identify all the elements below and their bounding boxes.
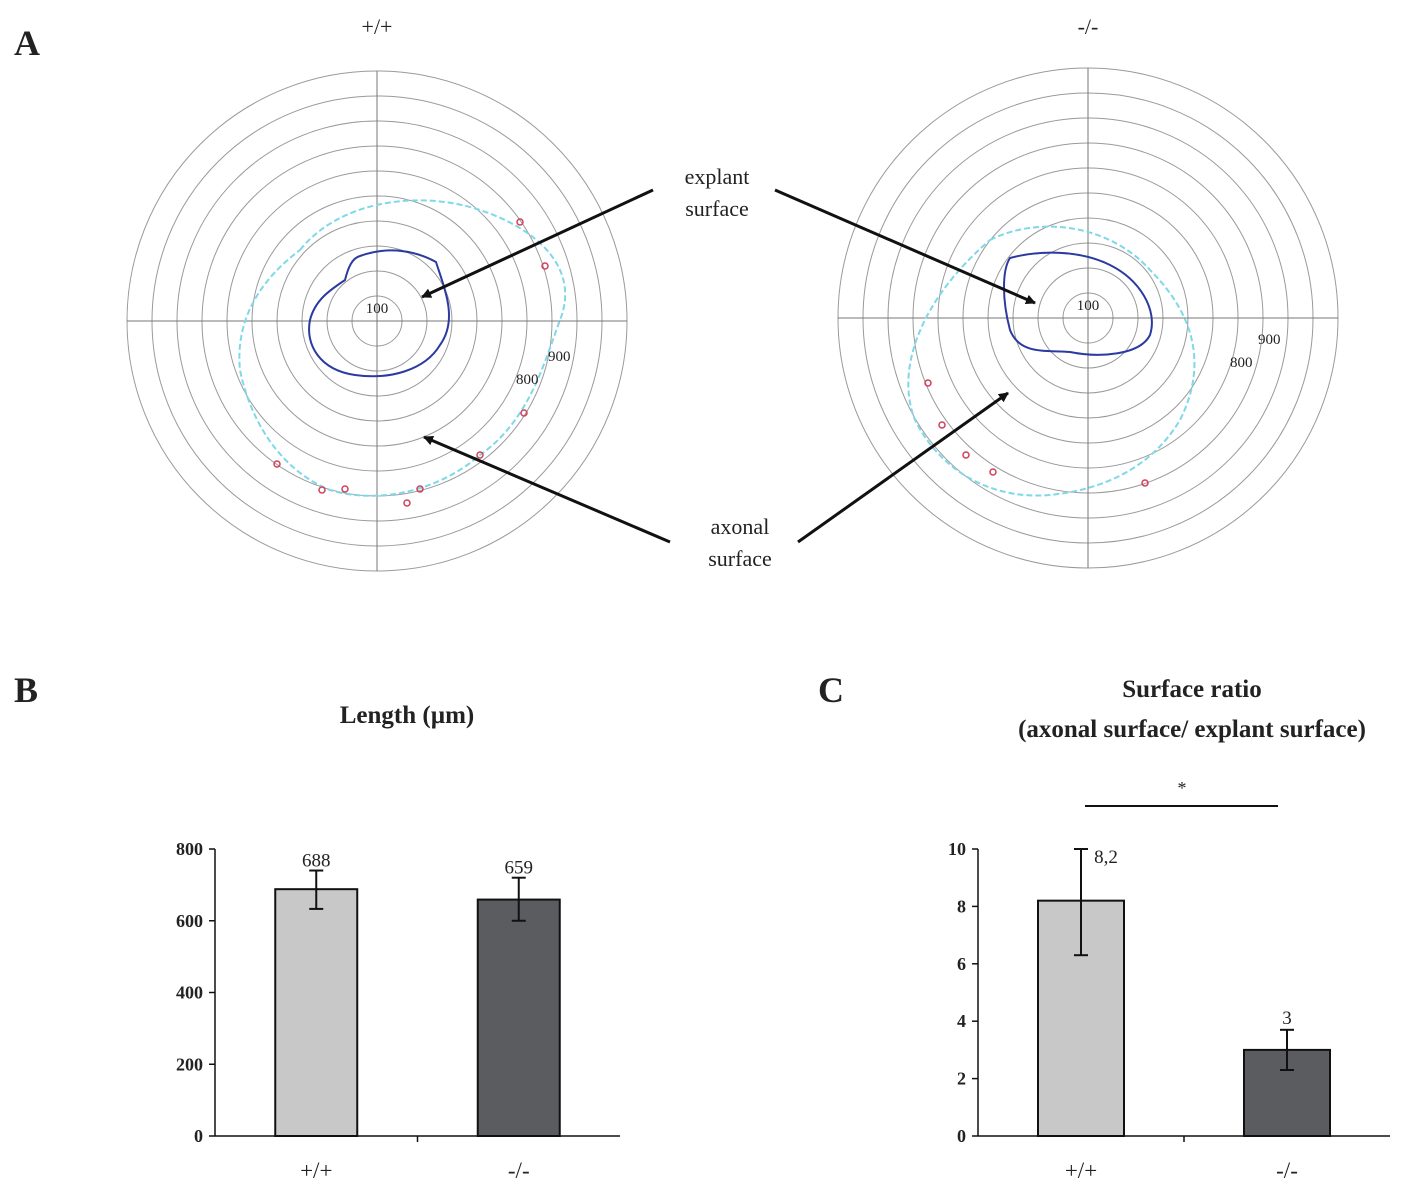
right-polar-title: -/- bbox=[1078, 14, 1099, 39]
panel-a-polar-plots: +/+ -/- 100 800 900 100 800 900 explant surf… bbox=[126, 14, 1339, 572]
significance-star: * bbox=[1178, 778, 1187, 798]
x-category-label: +/+ bbox=[1065, 1158, 1097, 1183]
measurement-marker bbox=[416, 485, 424, 493]
arrow-axonal-left bbox=[423, 435, 671, 544]
explant-outline bbox=[1003, 251, 1153, 356]
measurement-marker bbox=[273, 460, 281, 468]
chart-c-title-line2: (axonal surface/ explant surface) bbox=[1018, 716, 1366, 743]
panel-label-b: B bbox=[14, 670, 38, 710]
measurement-marker bbox=[476, 451, 484, 459]
measurement-marker bbox=[924, 379, 932, 387]
ring-label-800: 800 bbox=[516, 372, 539, 388]
measurement-marker bbox=[403, 499, 411, 507]
y-tick-label: 4 bbox=[957, 1011, 966, 1031]
ring-label-900: 900 bbox=[548, 349, 571, 365]
polar-plot-wildtype: 100 800 900 bbox=[126, 70, 628, 572]
value-label: 3 bbox=[1282, 1008, 1292, 1029]
panel-label-c: C bbox=[818, 670, 844, 710]
x-category-label: -/- bbox=[1276, 1158, 1298, 1183]
explant-label-line2: surface bbox=[685, 196, 749, 221]
axonal-label-line1: axonal bbox=[711, 514, 770, 539]
x-category-label: -/- bbox=[508, 1158, 530, 1183]
chart-b-plot: 0 200 400 600 800 688 +/+ 659 -/- bbox=[176, 839, 620, 1183]
measurement-marker bbox=[962, 451, 970, 459]
y-tick-label: 8 bbox=[957, 896, 966, 916]
measurement-marker bbox=[1141, 479, 1149, 487]
panel-c-surface-ratio-chart: Surface ratio (axonal surface/ explant s… bbox=[948, 676, 1390, 1183]
ring-label-800: 800 bbox=[1230, 355, 1253, 371]
y-tick-label: 0 bbox=[194, 1126, 203, 1146]
bar-knockout bbox=[476, 898, 561, 1137]
y-tick-label: 6 bbox=[957, 954, 966, 974]
arrow-explant-left bbox=[421, 188, 654, 299]
axonal-label-line2: surface bbox=[708, 546, 772, 571]
y-tick-label: 200 bbox=[176, 1054, 203, 1074]
measurement-marker bbox=[541, 262, 549, 270]
ring-label-100: 100 bbox=[1077, 298, 1100, 314]
y-tick-label: 10 bbox=[948, 839, 966, 859]
axonal-outline bbox=[907, 225, 1196, 497]
value-label: 688 bbox=[302, 851, 331, 872]
y-tick-label: 0 bbox=[957, 1126, 966, 1146]
measurement-marker bbox=[938, 421, 946, 429]
explant-outline bbox=[308, 249, 450, 378]
explant-label-line1: explant bbox=[685, 164, 750, 189]
y-tick-label: 2 bbox=[957, 1069, 966, 1089]
chart-c-plot: 0 2 4 6 8 10 8,2 +/+ 3 -/- bbox=[948, 839, 1390, 1183]
y-tick-label: 600 bbox=[176, 911, 203, 931]
polar-plot-knockout: 100 800 900 bbox=[837, 67, 1339, 569]
measurement-marker bbox=[989, 468, 997, 476]
ring-label-900: 900 bbox=[1258, 332, 1281, 348]
y-tick-label: 400 bbox=[176, 983, 203, 1003]
value-label: 8,2 bbox=[1094, 847, 1118, 868]
ring-label-100: 100 bbox=[366, 301, 389, 317]
y-tick-label: 800 bbox=[176, 839, 203, 859]
x-category-label: +/+ bbox=[300, 1158, 332, 1183]
measurement-marker bbox=[318, 486, 326, 494]
measurement-marker bbox=[341, 485, 349, 493]
chart-b-title: Length (µm) bbox=[340, 702, 475, 729]
panel-label-a: A bbox=[14, 23, 40, 63]
arrow-axonal-right bbox=[797, 391, 1009, 544]
arrow-explant-right bbox=[774, 188, 1036, 305]
measurement-marker bbox=[520, 409, 528, 417]
panel-b-length-chart: Length (µm) 0 200 400 600 800 688 +/+ 659 -/- bbox=[176, 702, 620, 1183]
measurement-marker bbox=[516, 218, 524, 226]
axonal-outline bbox=[238, 199, 567, 497]
value-label: 659 bbox=[505, 858, 534, 879]
left-polar-title: +/+ bbox=[362, 14, 393, 39]
chart-c-title-line1: Surface ratio bbox=[1122, 676, 1262, 703]
bar-wildtype bbox=[274, 888, 359, 1137]
